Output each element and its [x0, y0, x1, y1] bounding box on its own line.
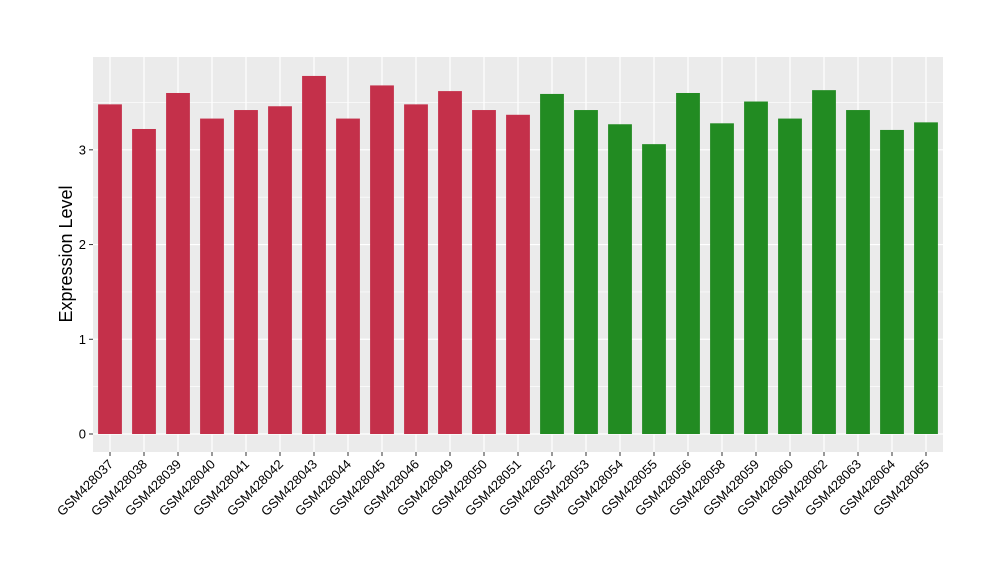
y-tick-label: 1 [79, 332, 86, 347]
y-tick-label: 0 [79, 427, 86, 442]
bar-GSM428051 [506, 114, 530, 435]
x-axis: GSM428037GSM428038GSM428039GSM428040GSM4… [54, 452, 932, 519]
bar-GSM428055 [642, 144, 666, 434]
bar-GSM428044 [336, 118, 360, 435]
bar-GSM428049 [438, 91, 462, 435]
bar-GSM428065 [914, 122, 938, 434]
bar-GSM428059 [744, 101, 768, 434]
bar-GSM428039 [166, 92, 190, 435]
bar-GSM428053 [574, 110, 598, 434]
bar-GSM428063 [846, 110, 870, 434]
bar-GSM428046 [404, 104, 428, 434]
bar-GSM428041 [234, 110, 258, 434]
bar-GSM428062 [812, 90, 836, 435]
bar-GSM428056 [676, 92, 700, 435]
y-axis: 0 1 2 3 [79, 142, 93, 442]
bar-GSM428060 [778, 118, 802, 435]
bar-GSM428064 [880, 129, 904, 434]
bar-GSM428042 [268, 106, 292, 434]
bar-GSM428037 [98, 104, 122, 434]
bars [98, 75, 938, 435]
bar-GSM428050 [472, 110, 496, 434]
y-tick-label: 2 [79, 237, 86, 252]
bar-GSM428054 [608, 124, 632, 434]
bar-GSM428045 [370, 85, 394, 434]
bar-GSM428040 [200, 118, 224, 435]
bar-GSM428043 [302, 75, 326, 434]
bar-GSM428058 [710, 123, 734, 435]
y-tick-label: 3 [79, 142, 86, 157]
bar-GSM428038 [132, 128, 156, 435]
bar-GSM428052 [540, 93, 564, 435]
y-axis-title: Expression Level [56, 185, 76, 322]
